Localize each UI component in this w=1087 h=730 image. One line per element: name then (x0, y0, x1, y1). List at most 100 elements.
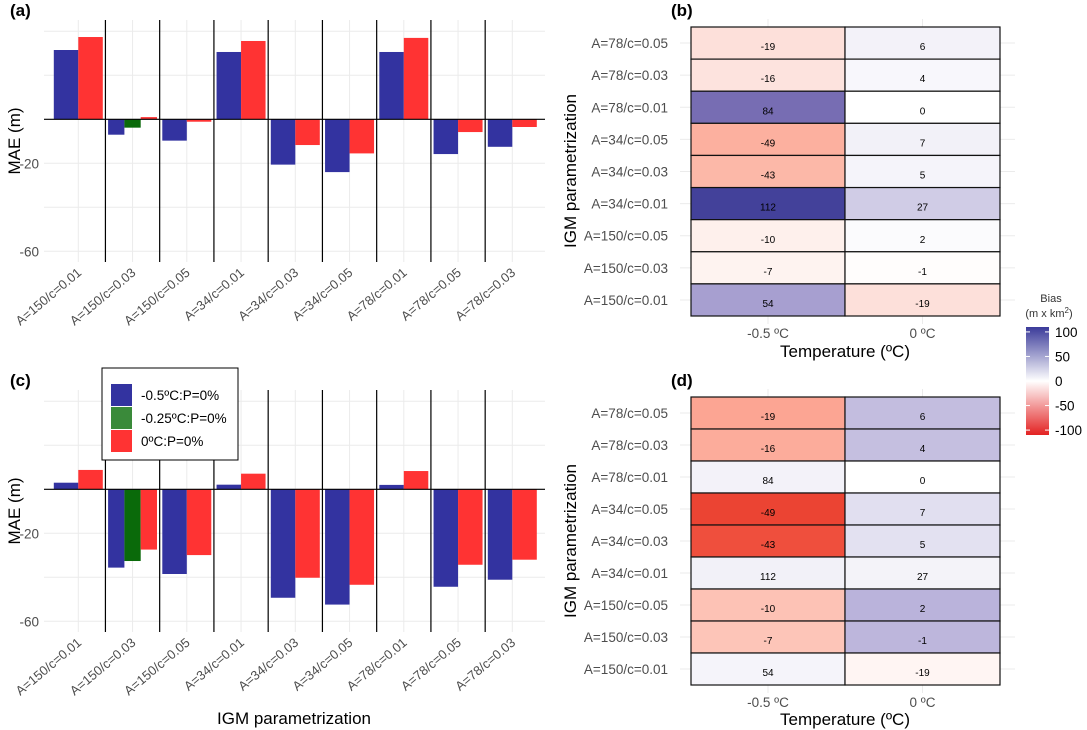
bar-1-5-2 (349, 489, 375, 585)
colorbar-tick-label: 0 (1055, 374, 1063, 389)
heatmap-cell-label: -49 (761, 138, 776, 149)
bar-0-6-0 (379, 51, 404, 120)
y-axis-title-d: IGM parametrization (561, 464, 580, 618)
y-axis-title-c: MAE (m) (5, 477, 24, 544)
bar-1-1-2 (140, 489, 157, 550)
x-ticks-c: A=150/c=0.01A=150/c=0.03A=150/c=0.05A=34… (13, 635, 519, 699)
bar-0-1-2 (140, 117, 157, 120)
heatmap-cell-label: -10 (761, 235, 776, 246)
heatmap-x-tick-label: -0.5 ºC (747, 326, 789, 341)
colorbar-ticks: 100 50 0 -50 -100 (1026, 325, 1082, 438)
bar-0-8-2 (512, 119, 537, 127)
heatmap-cell (690, 219, 846, 253)
category-dividers-a (44, 20, 545, 262)
heatmap-cell (844, 524, 1001, 558)
heatmap-y-tick-label: A=150/c=0.01 (584, 662, 668, 677)
heatmap-y-tick-label: A=150/c=0.05 (584, 598, 668, 613)
bar-0-5-0 (325, 119, 350, 173)
bar-0-3-0 (216, 51, 242, 120)
heatmap-y-tick-label: A=150/c=0.05 (584, 229, 668, 244)
heatmap-cell (844, 186, 1001, 221)
x-tick-label: A=78/c=0.03 (452, 635, 518, 694)
heatmap-y-ticks-b: A=78/c=0.05 A=78/c=0.03 A=78/c=0.01 A=34/c=… (584, 36, 668, 308)
heatmap-cell-label: 5 (920, 171, 926, 182)
legend-swatch-0 (111, 384, 132, 406)
heatmap-cell (690, 460, 846, 494)
heatmap-y-tick-label: A=78/c=0.03 (591, 68, 668, 83)
colorbar-units-text: (m x km (1025, 308, 1064, 320)
colorbar-units-sup: 2 (1064, 306, 1069, 315)
heatmap-cell-label: 7 (920, 508, 926, 519)
heatmap-cell-label: 6 (920, 412, 926, 423)
heatmap-x-tick-label: 0 ºC (910, 695, 936, 710)
bar-1-7-2 (458, 489, 483, 565)
heatmap-cell (844, 588, 1001, 622)
bar-1-6-0 (379, 484, 404, 490)
bar-1-0-2 (78, 469, 103, 490)
heatmap-y-tick-label: A=150/c=0.03 (584, 630, 668, 645)
y-tick-label: -60 (19, 244, 39, 259)
heatmap-y-tick-label: A=34/c=0.01 (591, 197, 668, 212)
colorbar-tick-label: -50 (1055, 399, 1075, 414)
heatmap-y-tick-label: A=34/c=0.03 (591, 165, 668, 180)
colorbar: Bias (m x km2) 100 50 0 -50 -100 (1025, 293, 1082, 438)
colorbar-tick-label: -100 (1055, 423, 1082, 438)
heatmap-cell (690, 428, 846, 462)
heatmap-cell-label: 54 (762, 668, 774, 679)
heatmap-cell (844, 556, 1001, 590)
y-ticks-c: -20 -60 (19, 526, 39, 629)
bar-0-2-2 (186, 119, 212, 122)
heatmap-cell-label: 6 (920, 42, 926, 53)
heatmap-cells-b: -19 6 -16 4 84 0 -49 7 -43 5 112 27 -10 2 -7 -1 54 -19 (690, 26, 1001, 317)
heatmap-cell-label: -1 (918, 636, 927, 647)
heatmap-cell (690, 186, 846, 221)
heatmap-cell (844, 428, 1001, 462)
heatmap-cell-label: 54 (762, 299, 774, 310)
y-ticks-a: -20 -60 (19, 156, 39, 259)
colorbar-units: (m x km2) (1025, 306, 1072, 320)
heatmap-cell (844, 396, 1001, 430)
heatmap-cell (690, 283, 846, 317)
heatmap-cell (690, 90, 846, 124)
heatmap-cell (844, 90, 1001, 124)
legend-label-2: 0ºC:P=0% (141, 434, 203, 449)
bar-0-0-2 (78, 37, 103, 120)
heatmap-cell-label: 2 (920, 604, 926, 615)
heatmap-y-tick-label: A=34/c=0.05 (591, 132, 668, 147)
heatmap-cell-label: 5 (920, 540, 926, 551)
bar-1-4-0 (270, 489, 296, 598)
bar-1-8-0 (487, 489, 513, 580)
heatmap-x-ticks-b: -0.5 ºC 0 ºC (747, 326, 936, 341)
heatmap-cell (844, 283, 1001, 317)
bar-0-3-2 (241, 40, 266, 120)
x-ticks-a: A=150/c=0.01A=150/c=0.03A=150/c=0.05A=34… (13, 265, 519, 329)
x-axis-title-c: IGM parametrization (217, 709, 371, 728)
heatmap-y-tick-label: A=78/c=0.01 (591, 470, 668, 485)
heatmap-cell-label: -7 (764, 636, 773, 647)
bar-1-2-2 (186, 489, 212, 556)
heatmap-cell-label: 0 (920, 106, 926, 117)
heatmap-cell-label: 4 (920, 74, 926, 85)
panel-label-b: (b) (671, 1, 693, 20)
heatmap-cell (844, 122, 1001, 157)
y-axis-title-a: MAE (m) (5, 107, 24, 174)
heatmap-x-tick-label: 0 ºC (910, 326, 936, 341)
heatmap-cell (844, 492, 1001, 526)
bar-1-1-0 (108, 489, 125, 568)
bar-1-2-0 (162, 489, 187, 574)
bar-0-1-0 (108, 119, 125, 135)
heatmap-cell-label: -43 (761, 171, 776, 182)
bar-0-1-1 (124, 119, 141, 128)
heatmap-cell (844, 26, 1001, 60)
y-axis-title-b: IGM parametrization (561, 94, 580, 248)
panel-label-a: (a) (10, 1, 31, 20)
y-tick-label: -20 (19, 156, 39, 171)
bar-1-4-2 (295, 489, 320, 578)
heatmap-cell-label: 84 (762, 476, 774, 487)
heatmap-cell (690, 620, 846, 654)
heatmap-cell (690, 396, 846, 430)
heatmap-y-tick-label: A=34/c=0.05 (591, 502, 668, 517)
bar-1-0-0 (53, 482, 79, 490)
